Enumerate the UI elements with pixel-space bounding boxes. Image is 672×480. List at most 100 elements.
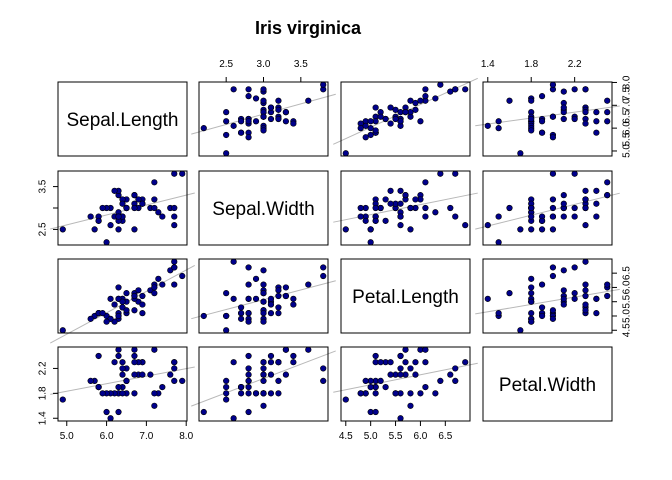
data-point xyxy=(407,402,414,409)
tick-label: 5.5 xyxy=(622,132,633,146)
data-point xyxy=(593,200,600,207)
data-point xyxy=(560,267,567,274)
data-point xyxy=(275,390,282,397)
panel-petal-width-vs-sepal-length xyxy=(50,346,195,422)
data-point xyxy=(387,120,394,127)
panel-frame xyxy=(482,346,613,422)
tick-label: 1.4 xyxy=(481,59,495,70)
data-point xyxy=(103,318,110,325)
data-point xyxy=(115,226,122,233)
regression-line xyxy=(50,366,195,395)
data-point xyxy=(582,187,589,194)
data-point xyxy=(582,204,589,212)
data-point xyxy=(223,109,230,116)
data-point xyxy=(397,415,404,422)
data-point xyxy=(528,127,535,134)
data-point xyxy=(131,192,138,199)
data-point xyxy=(179,170,186,177)
data-point xyxy=(357,390,364,397)
data-point xyxy=(495,310,502,317)
data-point xyxy=(171,170,178,177)
data-point xyxy=(517,327,524,334)
data-point xyxy=(604,118,611,125)
tick-label: 2.2 xyxy=(568,59,582,70)
data-point xyxy=(484,222,491,229)
data-point xyxy=(245,93,252,100)
data-point xyxy=(159,384,166,391)
data-point xyxy=(275,359,282,366)
tick-label: 6.0 xyxy=(100,431,114,442)
data-point xyxy=(245,365,252,372)
data-point xyxy=(123,377,130,384)
tick-label: 5.0 xyxy=(60,431,74,442)
data-point xyxy=(528,226,535,233)
tick-label: 8.0 xyxy=(622,75,633,89)
data-point xyxy=(560,88,567,95)
data-point xyxy=(282,284,289,291)
data-point xyxy=(549,226,557,233)
data-point xyxy=(582,86,589,93)
data-point xyxy=(91,226,98,233)
data-point xyxy=(260,359,267,366)
data-point xyxy=(582,222,589,229)
data-point xyxy=(495,118,502,125)
data-point xyxy=(528,213,535,220)
data-point xyxy=(223,390,230,397)
data-point xyxy=(506,204,513,212)
data-point xyxy=(238,384,245,391)
panel-frame xyxy=(198,170,329,246)
tick-label: 1.8 xyxy=(524,59,538,70)
data-point xyxy=(593,295,600,302)
data-point xyxy=(230,258,237,265)
tick-label: 6.5 xyxy=(438,431,452,442)
data-point xyxy=(267,371,275,378)
panel-frame xyxy=(198,346,329,422)
data-point xyxy=(171,365,178,372)
data-point xyxy=(549,315,557,322)
data-point xyxy=(362,217,369,224)
data-point xyxy=(367,226,374,233)
data-point xyxy=(245,384,252,391)
data-point xyxy=(372,352,379,360)
top-axis-petal-width: 1.4 1.8 2.2 xyxy=(481,59,582,83)
data-point xyxy=(412,371,419,378)
data-point xyxy=(528,318,535,325)
data-point xyxy=(528,115,535,123)
data-point xyxy=(151,179,158,186)
data-point xyxy=(560,213,567,220)
data-point xyxy=(131,226,138,233)
data-point xyxy=(484,122,491,129)
tick-label: 5.0 xyxy=(364,431,378,442)
data-point xyxy=(223,290,230,297)
data-point xyxy=(223,150,230,157)
data-point xyxy=(87,315,94,322)
panel-sepal-length-vs-sepal-width xyxy=(191,81,336,157)
data-point xyxy=(151,196,158,203)
data-point xyxy=(95,352,102,360)
data-point xyxy=(582,196,589,203)
data-point xyxy=(604,292,611,300)
data-point xyxy=(139,310,146,317)
tick-label: 6.0 xyxy=(622,280,633,294)
panel-grid: Sepal.Length Sepal.Width Petal.Length Petal… xyxy=(38,59,633,442)
data-point xyxy=(604,281,611,288)
data-point xyxy=(151,204,158,212)
right-axis-sepal-length: 5.05.56.06.57.07.58.0 xyxy=(611,75,633,158)
data-point xyxy=(260,402,267,409)
tick-label: 2.5 xyxy=(38,222,49,236)
data-point xyxy=(387,200,394,207)
data-point xyxy=(119,200,126,207)
data-point xyxy=(417,97,424,104)
data-point xyxy=(549,170,557,177)
data-point xyxy=(179,272,186,280)
data-point xyxy=(367,125,374,132)
data-point xyxy=(372,408,379,416)
regression-line xyxy=(475,288,620,315)
data-point xyxy=(392,106,399,113)
data-point xyxy=(159,281,166,288)
data-point xyxy=(320,81,327,88)
data-point xyxy=(452,213,459,220)
data-point xyxy=(111,187,118,194)
data-point xyxy=(238,390,245,397)
data-point xyxy=(119,390,126,397)
